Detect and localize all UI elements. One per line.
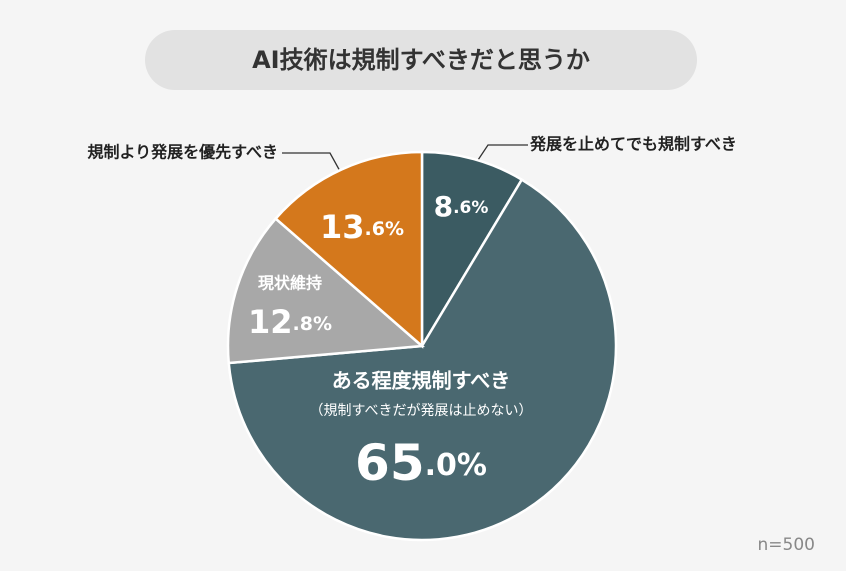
title-pill	[145, 30, 697, 90]
note: n=500	[758, 535, 815, 555]
slice-label: 現状維持	[258, 274, 322, 293]
pie-slice	[226, 216, 426, 365]
value-label: 8.6%	[434, 190, 489, 223]
chart-title: AI技術は規制すべきだと思うか	[252, 46, 590, 74]
pie-slice	[227, 177, 618, 542]
value-label: 65.0%	[355, 434, 487, 492]
pie-slice	[273, 150, 424, 349]
slice-label: ある程度規制すべき	[332, 369, 511, 393]
pie-slice	[420, 150, 524, 351]
slice-label: 規制より発展を優先すべき	[87, 143, 278, 162]
slice-label: 発展を止めてでも規制すべき	[529, 135, 737, 154]
annotation: （規制すべきだが発展は止めない）	[309, 403, 532, 419]
value-label: 12.8%	[248, 303, 332, 341]
value-label: 13.6%	[320, 208, 404, 246]
